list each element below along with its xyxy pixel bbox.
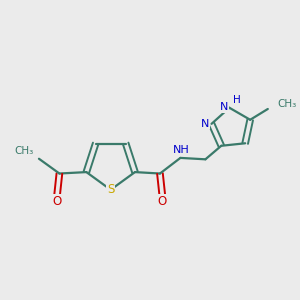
Text: N: N	[220, 102, 228, 112]
Text: CH₃: CH₃	[277, 99, 296, 109]
Text: S: S	[107, 183, 114, 196]
Text: O: O	[158, 195, 167, 208]
Text: H: H	[233, 95, 241, 105]
Text: NH: NH	[172, 145, 189, 155]
Text: O: O	[52, 195, 62, 208]
Text: N: N	[201, 119, 209, 129]
Text: CH₃: CH₃	[15, 146, 34, 156]
